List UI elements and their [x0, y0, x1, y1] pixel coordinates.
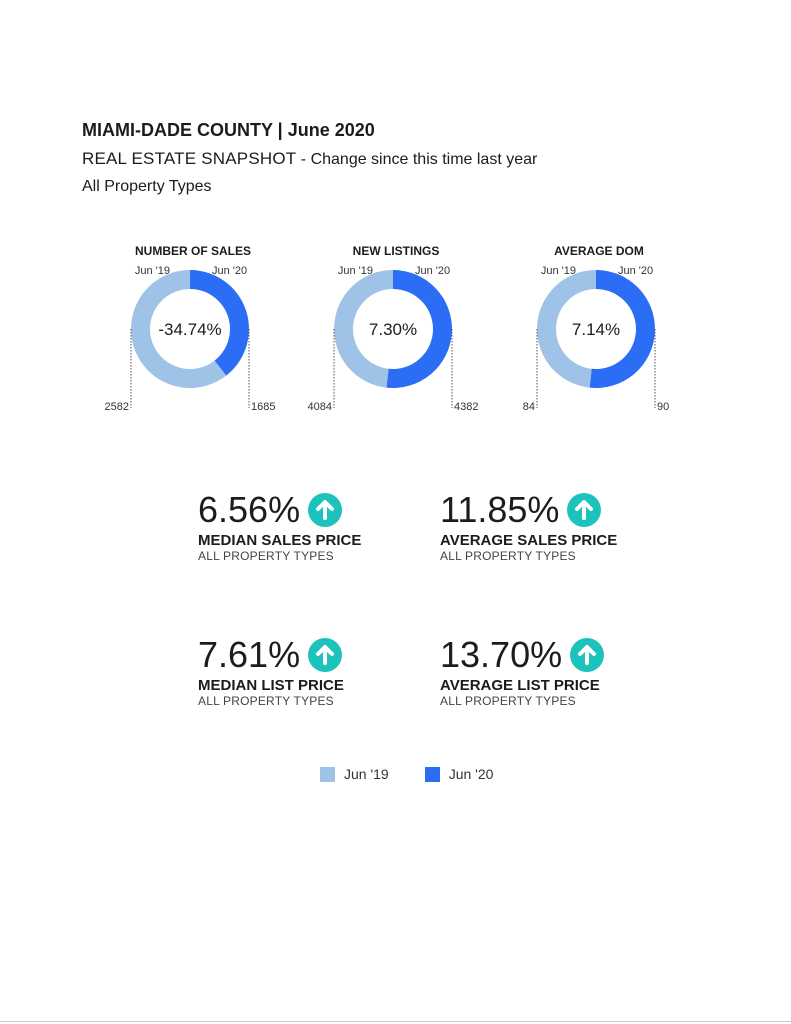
donut-svg: -34.74% Jun '19 Jun '20 2582 1685 — [105, 265, 276, 413]
kpi-sublabel: ALL PROPERTY TYPES — [440, 549, 576, 563]
donut-chart-new-listings: NEW LISTINGS 7.30% Jun '19 Jun '20 4084 4382 — [296, 240, 496, 420]
category-label-jun19: Jun '19 — [338, 265, 373, 277]
donut-slice-jun19 — [537, 270, 596, 388]
page-subtitle: REAL ESTATE SNAPSHOT - Change since this… — [82, 149, 537, 169]
legend-item-jun19: Jun '19 — [320, 766, 389, 782]
kpi-average-sales-price: 11.85% AVERAGE SALES PRICE ALL PROPERTY … — [440, 489, 670, 564]
kpi-value: 11.85% — [440, 489, 560, 530]
page-divider — [0, 1021, 791, 1022]
donut-slice-jun20 — [190, 270, 249, 376]
kpi-label: MEDIAN SALES PRICE — [198, 532, 362, 549]
donut-slice-jun20 — [589, 270, 655, 388]
chart-title: AVERAGE DOM — [554, 244, 644, 258]
kpi-sublabel: ALL PROPERTY TYPES — [198, 694, 334, 708]
donut-chart-average-dom: AVERAGE DOM 7.14% Jun '19 Jun '20 84 90 — [499, 240, 699, 420]
legend-item-jun20: Jun '20 — [424, 766, 494, 782]
kpi-label: MEDIAN LIST PRICE — [198, 677, 344, 694]
kpi-median-list-price: 7.61% MEDIAN LIST PRICE ALL PROPERTY TYP… — [198, 634, 428, 709]
legend-label-jun19: Jun '19 — [344, 766, 389, 782]
value-label-jun20: 1685 — [251, 401, 275, 413]
kpi-value: 13.70% — [440, 634, 563, 675]
kpi-average-list-price: 13.70% AVERAGE LIST PRICE ALL PROPERTY T… — [440, 635, 670, 708]
arrow-up-circle-icon — [567, 493, 602, 527]
arrow-up-circle-icon — [308, 638, 343, 672]
donut-slice-jun19 — [131, 270, 227, 388]
chart-title: NUMBER OF SALES — [134, 244, 251, 258]
legend-swatch-jun20 — [424, 766, 440, 782]
legend-label-jun20: Jun '20 — [448, 766, 494, 782]
kpi-sublabel: ALL PROPERTY TYPES — [198, 549, 334, 563]
category-label-jun20: Jun '20 — [415, 265, 450, 277]
arrow-up-circle-icon — [308, 493, 343, 527]
kpi-value: 7.61% — [198, 634, 301, 675]
property-types-label: All Property Types — [82, 178, 212, 195]
kpi-value: 6.56% — [198, 489, 301, 530]
kpi-label: AVERAGE SALES PRICE — [440, 532, 618, 549]
donut-center-label: -34.74% — [158, 320, 221, 339]
donut-center-label: 7.14% — [572, 320, 620, 339]
value-label-jun20: 4382 — [454, 401, 478, 413]
page-title: MIAMI-DADE COUNTY | June 2020 — [82, 120, 375, 140]
donut-slice-jun20 — [386, 270, 453, 388]
value-label-jun19: 2582 — [105, 401, 129, 413]
legend-swatch-jun19 — [320, 766, 335, 782]
donut-slice-jun19 — [334, 270, 393, 388]
value-label-jun19: 4084 — [308, 401, 332, 413]
value-label-jun20: 90 — [657, 401, 669, 413]
kpi-median-sales-price: 6.56% MEDIAN SALES PRICE ALL PROPERTY TY… — [198, 489, 428, 564]
subtitle-tail: - Change since this time last year — [296, 151, 538, 168]
donut-center-label: 7.30% — [369, 320, 417, 339]
subtitle-main: REAL ESTATE SNAPSHOT — [82, 149, 297, 168]
value-label-jun19: 84 — [523, 401, 535, 413]
kpi-sublabel: ALL PROPERTY TYPES — [440, 694, 576, 708]
chart-title: NEW LISTINGS — [352, 244, 440, 258]
category-label-jun19: Jun '19 — [135, 265, 170, 277]
donut-chart-number-of-sales: NUMBER OF SALES -34.74% Jun '19 Jun '20 258… — [93, 240, 293, 420]
donut-svg: 7.14% Jun '19 Jun '20 84 90 — [523, 265, 670, 413]
category-label-jun20: Jun '20 — [212, 265, 247, 277]
donut-svg: 7.30% Jun '19 Jun '20 4084 4382 — [308, 265, 479, 413]
arrow-up-circle-icon — [570, 638, 605, 672]
category-label-jun19: Jun '19 — [541, 265, 576, 277]
kpi-label: AVERAGE LIST PRICE — [440, 677, 600, 694]
legend: Jun '19 Jun '20 — [320, 766, 529, 782]
category-label-jun20: Jun '20 — [618, 265, 653, 277]
